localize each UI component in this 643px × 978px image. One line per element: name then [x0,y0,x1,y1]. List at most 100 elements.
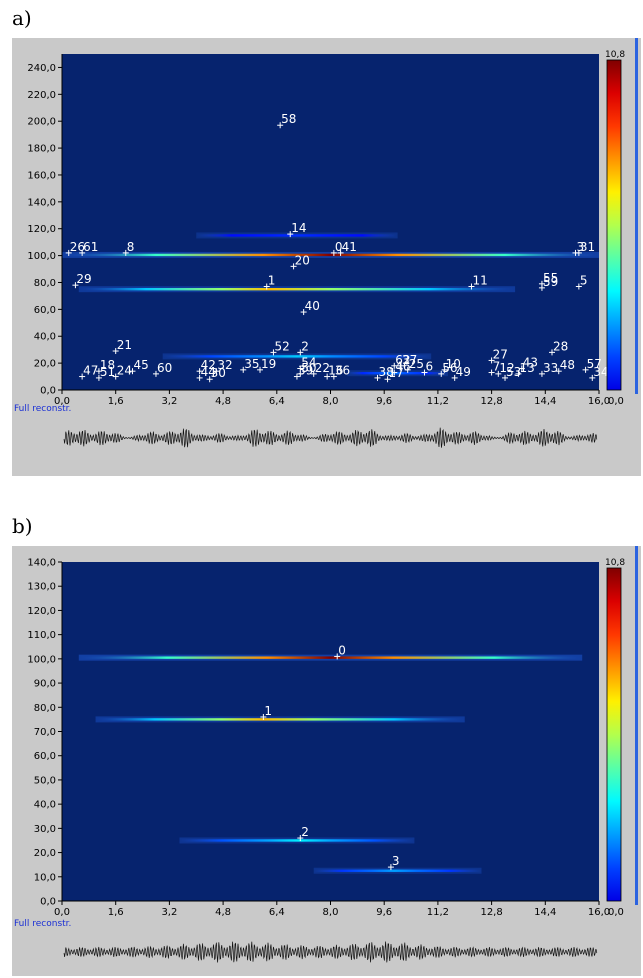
peak-marker-label: 24 [117,364,132,378]
peak-marker [334,653,341,660]
peak-marker-label: 55 [543,271,558,285]
x-tick-label: 4,8 [215,396,231,407]
peak-marker [538,284,545,291]
x-tick-label: 11,2 [427,396,449,407]
peak-marker [213,368,220,375]
reconstruction-label: Full reconstr. [14,404,71,414]
peak-marker [555,368,562,375]
spectrogram-a: 0,020,040,060,080,0100,0120,0140,0160,01… [14,38,638,448]
peak-marker-label: 22 [315,361,330,375]
peak-marker [112,373,119,380]
peak-marker [297,835,304,842]
peak-marker-label: 35 [244,357,259,371]
peak-marker [384,376,391,383]
x-tick-label: 16,0 [588,907,610,918]
x-tick-label: 6,4 [269,907,285,918]
peak-marker-label: 49 [456,365,471,379]
peak-marker [502,374,509,381]
panel-a-label: a) [12,6,32,30]
panel-b-label: b) [12,514,33,538]
peak-marker-label: 44 [201,365,216,379]
peak-marker-label: 7 [493,360,501,374]
peak-marker [582,366,589,373]
peak-marker [257,366,264,373]
peak-marker [324,373,331,380]
y-tick-label: 50,0 [34,775,56,786]
peak-marker [152,370,159,377]
x-tick-label: 14,4 [534,907,556,918]
y-tick-label: 100,0 [27,654,56,665]
peak-marker-label: 37 [402,353,417,367]
scrollbar[interactable] [635,38,638,394]
x-tick-label: 0,0 [54,907,70,918]
peak-marker [297,349,304,356]
ridge [62,253,599,257]
peak-marker [196,368,203,375]
peak-marker [290,263,297,270]
peak-marker-label: 27 [493,347,508,361]
peak-marker [451,374,458,381]
x-tick-label: 16,0 [588,396,610,407]
peak-marker [260,713,267,720]
y-tick-label: 240,0 [27,63,56,74]
y-tick-label: 60,0 [34,751,56,762]
peak-marker-label: 31 [580,240,595,254]
y-tick-label: 120,0 [27,224,56,235]
peak-marker-label: 3 [577,240,585,254]
x-tick-label: 11,2 [427,907,449,918]
scrollbar[interactable] [635,546,638,905]
peak-marker [515,370,522,377]
y-tick-label: 40,0 [34,800,56,811]
peak-marker [277,122,284,129]
peak-marker-label: 48 [560,358,575,372]
peak-marker [589,374,596,381]
y-tick-label: 200,0 [27,117,56,128]
peak-marker [495,370,502,377]
x-tick-label: 8,0 [323,907,339,918]
ridge [313,869,482,872]
peak-marker [438,370,445,377]
peak-marker [95,374,102,381]
x-tick-label: 6,4 [269,396,285,407]
y-tick-label: 10,0 [34,872,56,883]
x-tick-label: 12,8 [480,907,502,918]
peak-marker [404,366,411,373]
peak-marker-label: 62 [395,353,410,367]
colorbar-max-label: 10,8 [605,558,625,568]
peak-marker-label: 2 [301,339,309,353]
peak-marker [65,249,72,256]
peak-marker [297,365,304,372]
peak-marker-label: 33 [543,361,558,375]
peak-marker [122,249,129,256]
panel-b: 0,0 10,0 20,0 30,0 40,0 50,0 60,0 70,0 80,0 90,0 1… [12,546,641,976]
peak-marker-label: 47 [83,364,98,378]
peak-marker [297,370,304,377]
peak-marker [79,249,86,256]
peak-marker-label: 42 [201,358,216,372]
peak-marker [300,309,307,316]
peak-marker-label: 1 [268,274,276,288]
y-tick-label: 0,0 [40,897,56,908]
colorbar-max-label: 10,8 [605,50,625,60]
x-tick-label: 14,4 [534,396,556,407]
y-tick-label: 60,0 [34,305,56,316]
peak-marker-label: 16 [328,364,343,378]
peak-marker-label: 30 [211,366,226,380]
peak-marker-label: 10 [446,357,461,371]
peak-marker [488,369,495,376]
peak-marker [518,365,525,372]
peak-marker-label: 60 [157,361,172,375]
peak-marker-label: 45 [133,358,148,372]
y-tick-label: 80,0 [34,278,56,289]
peak-marker [549,349,556,356]
peak-marker [310,370,317,377]
ridge [347,372,448,375]
peak-marker-label: 39 [298,364,313,378]
x-tick-label: 3,2 [161,907,177,918]
y-tick-label: 180,0 [27,144,56,155]
peak-marker [79,373,86,380]
peak-marker-label: 43 [523,355,538,369]
peak-marker [330,373,337,380]
peak-marker-label: 21 [117,338,132,352]
ridge [78,656,583,659]
